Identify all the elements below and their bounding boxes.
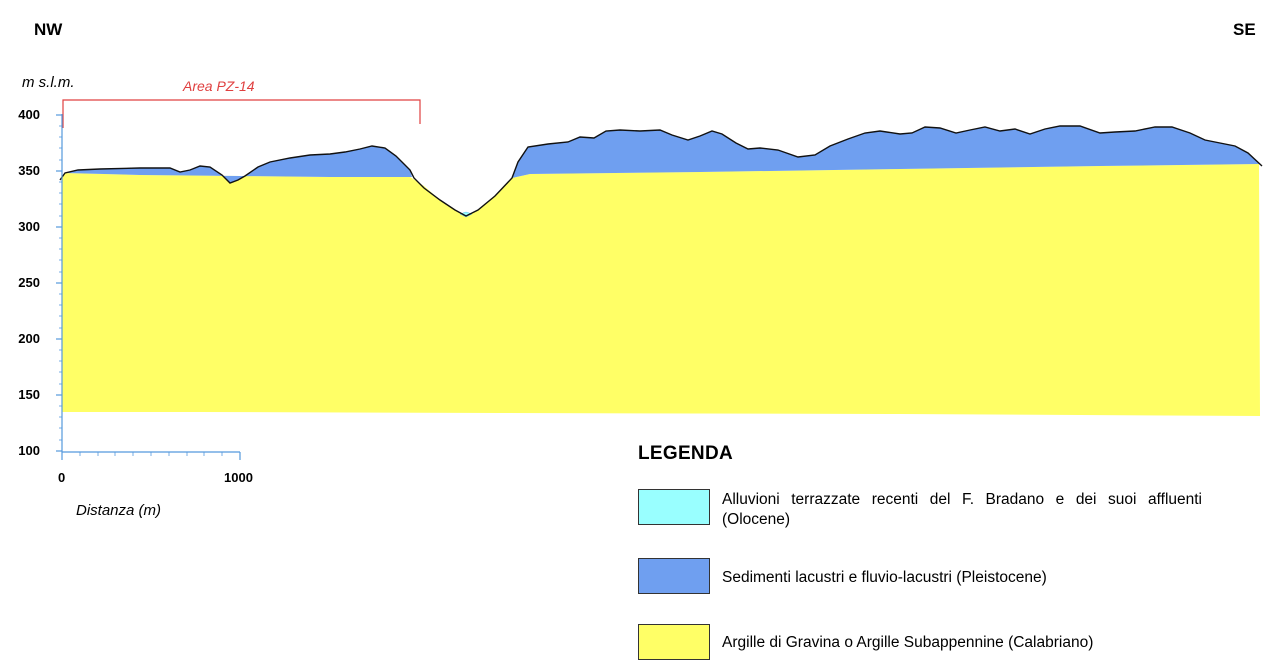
legend-label-alluvium: Alluvioni terrazzate recenti del F. Brad… [722, 491, 1202, 528]
y-tick-label: 250 [18, 275, 40, 290]
lacustrine-west [60, 146, 412, 183]
y-tick-label: 300 [18, 219, 40, 234]
area-pz14-bracket [62, 99, 421, 128]
area-pz14-label: Area PZ-14 [183, 78, 255, 94]
y-tick-label: 350 [18, 163, 40, 178]
y-axis [56, 114, 63, 452]
y-axis-minor-ticks [59, 125, 62, 441]
x-axis-minor-ticks [79, 452, 223, 456]
direction-nw-label: NW [34, 20, 63, 39]
legend-swatch-clay [638, 624, 710, 660]
legend-swatch-alluvium [638, 489, 710, 525]
direction-se-label: SE [1233, 20, 1256, 39]
y-tick-label: 150 [18, 387, 40, 402]
y-tick-label: 100 [18, 443, 40, 458]
legend-label-clay: Argille di Gravina o Argille Subappennin… [722, 634, 1094, 651]
alluvium-valley [459, 211, 473, 218]
lacustrine-east [512, 126, 1259, 178]
x-axis-label: Distanza (m) [76, 502, 162, 519]
legend-label-lacustrine: Sedimenti lacustri e fluvio-lacustri (Pl… [722, 569, 1047, 586]
legend-title: LEGENDA [638, 443, 733, 464]
y-tick-label: 400 [18, 107, 40, 122]
topographic-profile [59, 125, 1263, 217]
x-tick-label: 1000 [224, 470, 253, 485]
x-tick-label: 0 [58, 470, 66, 485]
legend-swatch-lacustrine [638, 558, 710, 594]
y-axis-unit-label: m s.l.m. [22, 74, 75, 91]
y-tick-label: 200 [18, 331, 40, 346]
clay-formation [60, 164, 1260, 416]
